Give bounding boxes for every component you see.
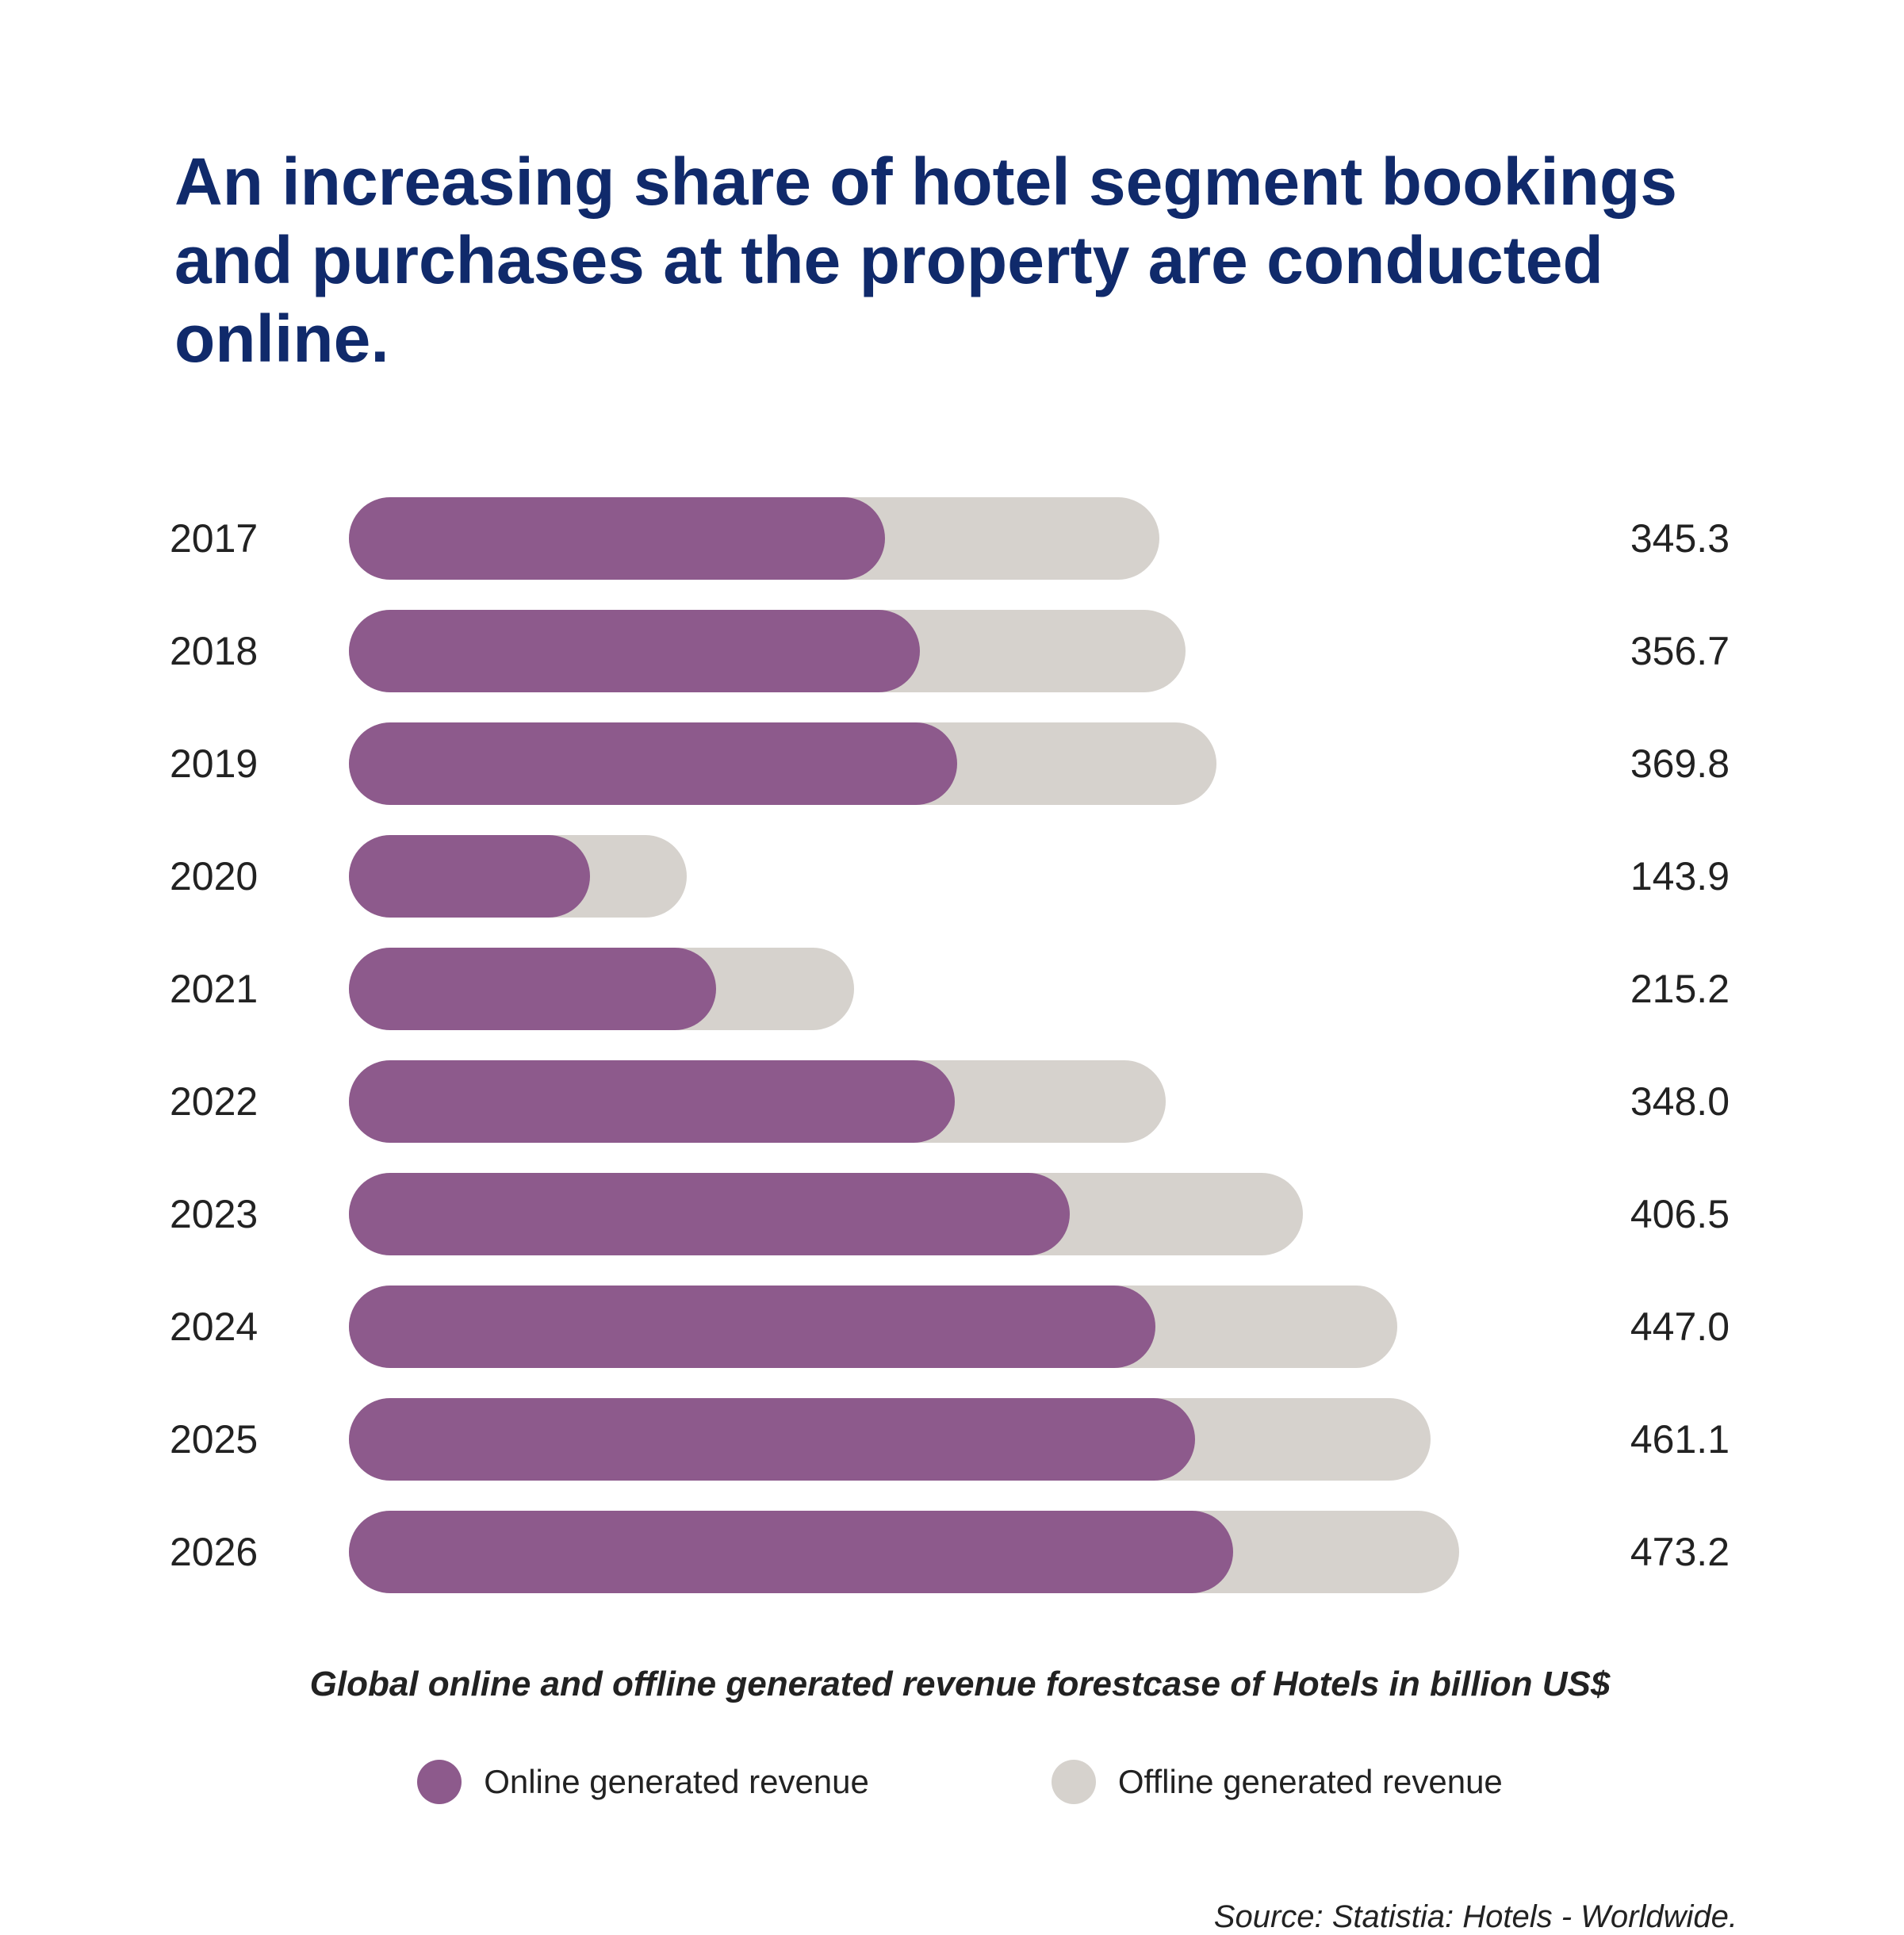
total-label: 356.7 xyxy=(1459,628,1745,674)
year-label: 2017 xyxy=(167,515,349,561)
chart-row: 2019259.1110.7369.8 xyxy=(167,722,1745,805)
year-label: 2026 xyxy=(167,1529,349,1575)
bar-container: 360.8100.2 xyxy=(349,1398,1459,1481)
stacked-bar-chart: 2017228.4116.9345.32018243.3113.4356.720… xyxy=(167,497,1745,1593)
chart-row: 2023307.199.5406.5 xyxy=(167,1173,1745,1255)
bar-online xyxy=(349,610,920,692)
legend-swatch-online xyxy=(417,1760,462,1804)
bar-container: 307.199.5 xyxy=(349,1173,1459,1255)
chart-row: 2022258.189.9348.0 xyxy=(167,1060,1745,1143)
chart-page: An increasing share of hotel segment boo… xyxy=(0,0,1904,1903)
bar-online xyxy=(349,1173,1070,1255)
legend-label-offline: Offline generated revenue xyxy=(1118,1763,1503,1801)
total-label: 461.1 xyxy=(1459,1416,1745,1462)
bar-online xyxy=(349,835,590,918)
bar-online xyxy=(349,722,957,805)
year-label: 2023 xyxy=(167,1191,349,1237)
total-label: 369.8 xyxy=(1459,741,1745,787)
bar-container: 343.7103.3 xyxy=(349,1286,1459,1368)
year-label: 2022 xyxy=(167,1079,349,1125)
bar-online xyxy=(349,1060,955,1143)
year-label: 2018 xyxy=(167,628,349,674)
legend-swatch-offline xyxy=(1052,1760,1096,1804)
chart-row: 2026376.896.4473.2 xyxy=(167,1511,1745,1593)
total-label: 345.3 xyxy=(1459,515,1745,561)
year-label: 2019 xyxy=(167,741,349,787)
bar-container: 156.658.5 xyxy=(349,948,1459,1030)
legend-item-online: Online generated revenue xyxy=(417,1760,869,1804)
total-label: 215.2 xyxy=(1459,966,1745,1012)
chart-subtitle: Global online and offline generated reve… xyxy=(174,1665,1745,1704)
total-label: 348.0 xyxy=(1459,1079,1745,1125)
year-label: 2020 xyxy=(167,853,349,899)
bar-online xyxy=(349,1511,1233,1593)
bar-container: 258.189.9 xyxy=(349,1060,1459,1143)
bar-online xyxy=(349,1398,1195,1481)
chart-row: 2017228.4116.9345.3 xyxy=(167,497,1745,580)
bar-online xyxy=(349,497,885,580)
total-label: 143.9 xyxy=(1459,853,1745,899)
chart-row: 2024343.7103.3447.0 xyxy=(167,1286,1745,1368)
total-label: 447.0 xyxy=(1459,1304,1745,1350)
bar-online xyxy=(349,1286,1155,1368)
chart-title: An increasing share of hotel segment boo… xyxy=(174,143,1681,378)
chart-legend: Online generated revenue Offline generat… xyxy=(174,1760,1745,1804)
bar-container: 376.896.4 xyxy=(349,1511,1459,1593)
chart-source: Source: Statistia: Hotels - Worldwide. xyxy=(174,1899,1745,1935)
legend-item-offline: Offline generated revenue xyxy=(1052,1760,1503,1804)
bar-container: 228.4116.9 xyxy=(349,497,1459,580)
total-label: 406.5 xyxy=(1459,1191,1745,1237)
chart-row: 2025360.8100.2461.1 xyxy=(167,1398,1745,1481)
year-label: 2021 xyxy=(167,966,349,1012)
bar-container: 243.3113.4 xyxy=(349,610,1459,692)
chart-row: 2018243.3113.4356.7 xyxy=(167,610,1745,692)
chart-row: 2020102.841.1143.9 xyxy=(167,835,1745,918)
bar-container: 102.841.1 xyxy=(349,835,1459,918)
bar-online xyxy=(349,948,716,1030)
year-label: 2025 xyxy=(167,1416,349,1462)
bar-container: 259.1110.7 xyxy=(349,722,1459,805)
year-label: 2024 xyxy=(167,1304,349,1350)
total-label: 473.2 xyxy=(1459,1529,1745,1575)
chart-row: 2021156.658.5215.2 xyxy=(167,948,1745,1030)
legend-label-online: Online generated revenue xyxy=(484,1763,869,1801)
